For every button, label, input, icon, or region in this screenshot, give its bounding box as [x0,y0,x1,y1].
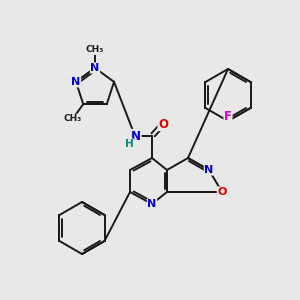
Text: CH₃: CH₃ [64,114,82,123]
Text: F: F [224,110,232,122]
Text: N: N [131,130,141,142]
Text: O: O [158,118,168,130]
Text: N: N [71,77,81,87]
Text: CH₃: CH₃ [86,46,104,55]
Text: N: N [90,63,100,73]
Text: O: O [217,187,227,197]
Text: N: N [147,199,157,209]
Text: H: H [124,139,134,149]
Text: N: N [204,165,214,175]
